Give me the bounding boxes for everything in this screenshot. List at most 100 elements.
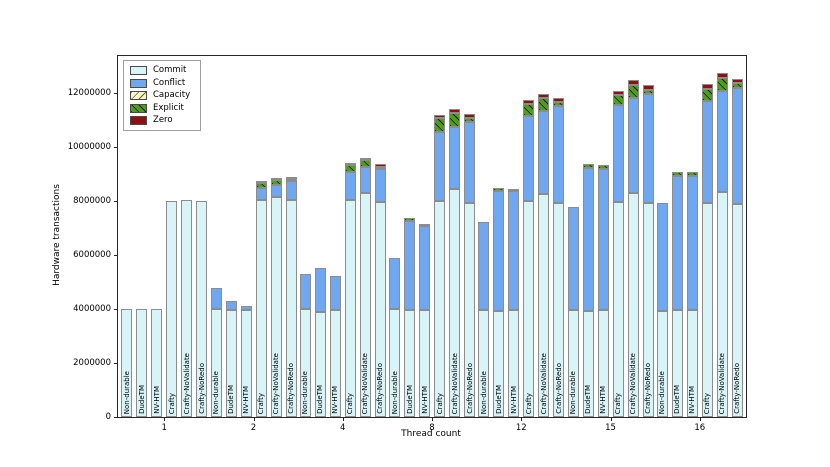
bar-segment-commit [404,309,415,417]
bar-segment-zero [731,78,743,83]
bar-segment-commit [434,201,445,417]
bar-segment-zero [449,108,460,113]
bar-dudetm: DudeTM [314,267,326,417]
y-tick-mark [114,254,118,256]
bar-nv-htm: NV-HTM [240,305,252,417]
bar-label: Crafty-NoValidate [450,352,459,414]
bar-segment-conflict [240,305,252,311]
bar-label: Crafty-NoValidate [271,352,280,414]
bar-crafty: Crafty [166,201,178,417]
plot-area: Commit Conflict Capacity Explicit Zero 0 2000… [68,55,747,433]
bar-segment-commit [255,199,267,417]
bar-segment-conflict [344,171,356,201]
legend-item-explicit: Explicit [130,103,190,113]
bar-label: Crafty-NoRedo [733,363,742,414]
bar-segment-conflict [582,168,594,311]
bar-segment-conflict [389,257,400,309]
bar-dudetm: DudeTM [225,300,237,417]
bar-label: Crafty-NoRedo [286,363,295,414]
bar-segment-explicit [434,117,445,132]
bar-segment-explicit [731,82,743,88]
bar-segment-zero [344,162,356,165]
bar-segment-commit [716,192,728,417]
bar-crafty-noredo: Crafty-NoRedo [464,113,475,417]
bar-segment-conflict [419,226,430,310]
bar-label: NV-HTM [688,386,697,414]
bar-segment-explicit [642,89,654,94]
bar-segment-commit [478,309,490,417]
bar-segment-commit [151,309,163,417]
bar-label: Crafty-NoValidate [628,352,637,414]
bar-crafty-novalidate: Crafty-NoValidate [449,108,460,417]
bar-label: Non-durable [658,370,667,414]
bar-label: Crafty-NoValidate [539,352,548,414]
bar-segment-conflict [255,188,267,200]
bar-group-1: Non-durable DudeTM NV-HTM Crafty Crafty-NoVa… [121,56,208,433]
bar-segment-commit [493,310,505,417]
bar-segment-explicit [464,117,475,122]
bar-label: NV-HTM [152,386,161,414]
bar-label: Crafty-NoRedo [643,363,652,414]
y-tick-label: 6000000 [73,250,111,260]
bar-label: DudeTM [316,385,325,414]
x-tick-mark [699,417,701,421]
bar-segment-conflict [493,191,505,311]
bar-crafty-noredo: Crafty-NoRedo [374,164,386,417]
bar-segment-commit [553,202,565,417]
bar-label: DudeTM [405,385,414,414]
bar-segment-explicit [255,183,267,189]
bar-segment-conflict [449,127,460,190]
bar-label: Crafty [435,392,444,414]
bar-segment-commit [196,201,208,417]
legend-item-commit: Commit [130,66,190,75]
bar-dudetm: DudeTM [582,164,594,417]
bar-group-4: Non-durable DudeTM NV-HTM Crafty Crafty-NoVa… [299,56,386,433]
bar-segment-conflict [656,202,668,311]
bar-segment-commit [627,192,639,417]
bar-segment-conflict [523,115,535,201]
bar-segment-conflict [567,206,579,310]
bar-crafty-novalidate: Crafty-NoValidate [270,177,282,417]
x-tick-label: 4 [340,423,346,433]
bar-crafty-noredo: Crafty-NoRedo [642,84,654,417]
bar-segment-zero [716,73,728,79]
y-tick-label: 2000000 [73,358,111,368]
bar-segment-explicit [597,165,609,169]
bar-segment-commit [299,309,311,417]
bar-label: Non-durable [211,370,220,414]
bar-segment-conflict [210,288,222,309]
bar-label: NV-HTM [420,386,429,414]
bar-segment-explicit [359,159,371,167]
bar-segment-conflict [508,191,520,310]
bar-label: NV-HTM [331,386,340,414]
bar-segment-conflict [553,105,565,203]
x-tick-label: 16 [694,423,706,433]
bar-segment-zero [627,79,639,85]
legend-item-capacity: Capacity [130,91,190,100]
bar-segment-explicit [285,178,297,182]
bar-segment-commit [582,310,594,417]
bar-label: Crafty-NoRedo [465,363,474,414]
y-tick-label: 10000000 [67,142,111,152]
x-tick-mark [164,417,166,421]
bar-crafty-novalidate: Crafty-NoValidate [359,157,371,417]
bar-segment-commit [419,309,430,417]
bar-crafty: Crafty [523,100,535,417]
bar-group-15: Non-durable DudeTM NV-HTM Crafty Crafty-NoVa… [567,56,654,433]
bar-segment-explicit [538,98,550,112]
bar-segment-zero [612,90,624,96]
bar-segment-explicit [671,172,683,177]
bar-segment-explicit [344,164,356,172]
bar-label: Crafty [613,392,622,414]
y-tick-label: 8000000 [73,196,111,206]
bar-segment-commit [136,309,148,417]
bar-group-2: Non-durable DudeTM NV-HTM Crafty Crafty-NoVa… [210,56,297,433]
bar-segment-conflict [642,93,654,203]
bar-segment-explicit [553,101,565,106]
bar-segment-commit [642,202,654,417]
bar-segment-explicit [508,189,520,192]
bar-non-durable: Non-durable [478,222,490,417]
bar-segment-conflict [329,276,341,310]
bar-crafty: Crafty [344,162,356,417]
